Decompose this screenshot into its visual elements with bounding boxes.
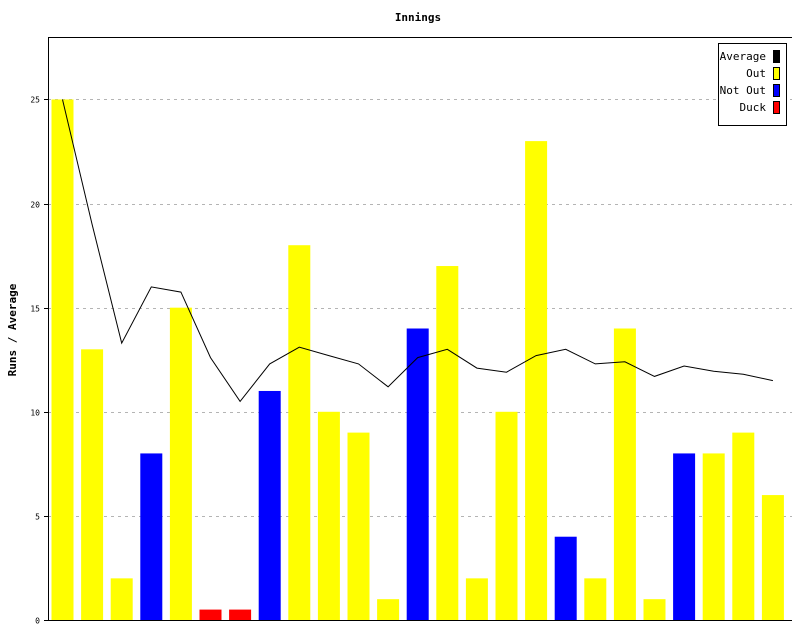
y-tick-label-0: 0 bbox=[35, 617, 40, 626]
bar-inning-10 bbox=[317, 411, 340, 620]
bar-inning-1 bbox=[51, 99, 74, 620]
bar-inning-5 bbox=[169, 307, 192, 620]
bar-inning-23 bbox=[702, 453, 725, 620]
bar-inning-25 bbox=[761, 495, 784, 620]
bar-inning-2 bbox=[81, 349, 104, 620]
bar-inning-24 bbox=[732, 432, 755, 620]
bar-inning-20 bbox=[613, 328, 636, 620]
legend-label-duck: Duck bbox=[740, 101, 767, 114]
y-tick-label-15: 15 bbox=[30, 305, 40, 314]
y-tick-label-5: 5 bbox=[35, 513, 40, 522]
bar-inning-18 bbox=[554, 536, 577, 620]
legend-swatch-average bbox=[773, 50, 780, 63]
legend-label-not-out: Not Out bbox=[720, 84, 766, 97]
chart-title: Innings bbox=[395, 11, 441, 24]
bar-inning-6 bbox=[199, 609, 222, 620]
average-line bbox=[62, 99, 774, 403]
bar-inning-16 bbox=[495, 411, 518, 620]
bar-inning-21 bbox=[643, 599, 666, 620]
y-tick-labels: 0 5 10 15 20 25 bbox=[30, 96, 48, 626]
bar-inning-4 bbox=[140, 453, 163, 620]
y-tick-label-20: 20 bbox=[30, 201, 40, 210]
bar-inning-13 bbox=[406, 328, 429, 620]
bar-series bbox=[51, 99, 784, 620]
y-axis-label: Runs / Average bbox=[6, 283, 19, 376]
bar-inning-19 bbox=[584, 578, 607, 620]
bar-inning-22 bbox=[673, 453, 696, 620]
bar-inning-3 bbox=[110, 578, 133, 620]
bar-inning-15 bbox=[465, 578, 488, 620]
bar-inning-7 bbox=[229, 609, 252, 620]
bar-inning-11 bbox=[347, 432, 370, 620]
legend: Average Out Not Out Duck bbox=[718, 43, 787, 126]
legend-swatch-out bbox=[773, 67, 780, 80]
legend-swatch-duck bbox=[773, 101, 780, 114]
bar-inning-12 bbox=[377, 599, 400, 620]
legend-label-out: Out bbox=[746, 67, 766, 80]
legend-swatch-not-out bbox=[773, 84, 780, 97]
axes bbox=[48, 37, 792, 621]
y-tick-label-25: 25 bbox=[30, 96, 40, 105]
bar-inning-8 bbox=[258, 390, 281, 620]
bar-inning-17 bbox=[525, 141, 548, 620]
average-series bbox=[62, 99, 774, 403]
bar-inning-14 bbox=[436, 266, 459, 620]
bar-inning-9 bbox=[288, 245, 311, 620]
y-tick-label-10: 10 bbox=[30, 409, 40, 418]
legend-label-average: Average bbox=[720, 50, 766, 63]
